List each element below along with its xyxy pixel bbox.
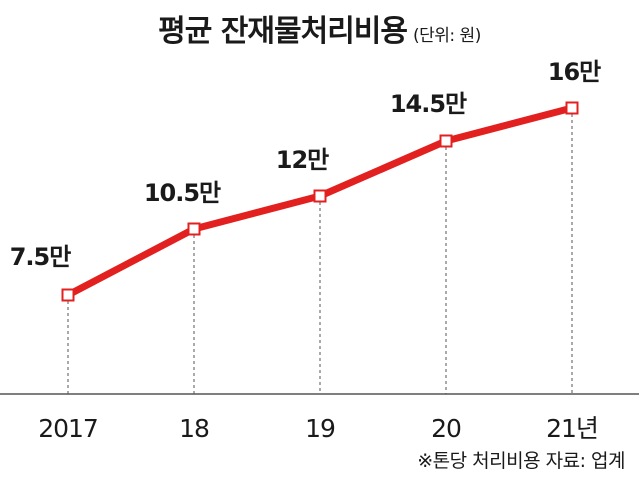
x-tick-label: 21년 xyxy=(546,414,598,443)
x-tick-label: 18 xyxy=(179,414,209,443)
x-tick-label: 20 xyxy=(431,414,461,443)
data-point xyxy=(565,101,579,115)
data-label: 16만 xyxy=(548,58,601,86)
data-point xyxy=(187,222,201,236)
data-point xyxy=(313,189,327,203)
x-tick-label: 2017 xyxy=(38,414,98,443)
data-label: 7.5만 xyxy=(10,243,72,271)
data-label: 14.5만 xyxy=(390,90,467,118)
title-row: 평균 잔재물처리비용 (단위: 원) xyxy=(0,6,639,50)
source-note: ※톤당 처리비용 자료: 업계 xyxy=(417,450,625,472)
data-point xyxy=(61,288,75,302)
data-label: 12만 xyxy=(276,146,329,174)
data-point xyxy=(439,134,453,148)
x-tick-label: 19 xyxy=(305,414,335,443)
data-label: 10.5만 xyxy=(144,179,221,207)
chart-title: 평균 잔재물처리비용 xyxy=(158,14,408,49)
unit-note: (단위: 원) xyxy=(413,26,481,46)
